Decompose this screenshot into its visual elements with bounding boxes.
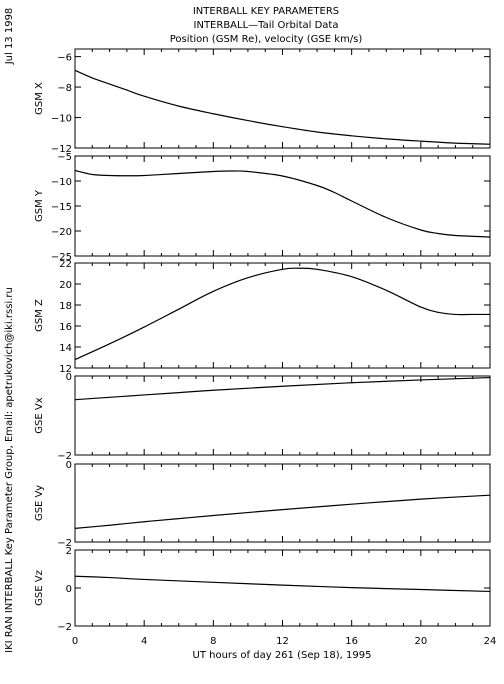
y-tick-label: −5 bbox=[57, 152, 72, 163]
x-tick-label: 12 bbox=[276, 636, 289, 647]
y-axis-label: GSE Vy bbox=[34, 485, 45, 521]
series-line bbox=[74, 494, 491, 529]
y-tick-label: 22 bbox=[59, 259, 72, 270]
side-credit: IKI RAN INTERBALL Key Parameter Group, E… bbox=[4, 287, 15, 653]
series-line bbox=[74, 267, 490, 361]
y-tick-label: 16 bbox=[59, 322, 72, 333]
panel-1: −12 −10 −8 −6 GSM X bbox=[34, 48, 491, 155]
panel-3: 12 14 16 18 20 22 GSM Z bbox=[34, 259, 491, 375]
x-axis-label: UT hours of day 261 (Sep 18), 1995 bbox=[193, 650, 372, 661]
series-line bbox=[74, 575, 491, 593]
y-tick-label: −12 bbox=[51, 144, 72, 155]
y-axis-label: GSE Vz bbox=[34, 570, 45, 606]
y-axis-label: GSM Z bbox=[34, 299, 45, 332]
y-tick-label: 14 bbox=[59, 343, 72, 354]
y-tick-label: −8 bbox=[57, 83, 72, 94]
series-line bbox=[74, 69, 491, 145]
y-axis-label: GSE Vx bbox=[34, 397, 45, 433]
y-tick-label: −10 bbox=[51, 114, 72, 125]
y-tick-label: −6 bbox=[57, 53, 72, 64]
y-tick-label: 2 bbox=[66, 546, 72, 557]
y-axis-label: GSM X bbox=[34, 82, 45, 115]
panel-frame bbox=[74, 262, 491, 369]
plot-date: Jul 13 1998 bbox=[4, 8, 15, 66]
panel-frame bbox=[74, 48, 491, 149]
x-tick-label: 20 bbox=[414, 636, 427, 647]
y-tick-label: 12 bbox=[59, 364, 72, 375]
x-axis: 0 4 8 12 16 20 24 bbox=[72, 636, 497, 647]
y-tick-label: 0 bbox=[66, 460, 72, 471]
y-tick-label: 0 bbox=[66, 372, 72, 383]
x-tick-label: 0 bbox=[72, 636, 78, 647]
y-tick-label: −2 bbox=[57, 538, 72, 549]
x-tick-label: 8 bbox=[210, 636, 216, 647]
title-line-1: INTERBALL KEY PARAMETERS bbox=[193, 6, 339, 17]
panel-6: −2 0 2 GSE Vz bbox=[34, 546, 491, 633]
title-line-2: INTERBALL—Tail Orbital Data bbox=[194, 20, 339, 31]
x-tick-label: 4 bbox=[141, 636, 147, 647]
x-tick-label: 24 bbox=[484, 636, 497, 647]
series-line bbox=[74, 169, 491, 238]
panel-frame bbox=[74, 549, 491, 627]
x-tick-label: 16 bbox=[345, 636, 358, 647]
panel-frame bbox=[74, 155, 491, 257]
y-tick-label: −15 bbox=[51, 202, 72, 213]
y-axis-label: GSM Y bbox=[34, 189, 45, 222]
y-tick-label: −10 bbox=[51, 177, 72, 188]
panel-2: −25 −20 −15 −10 −5 GSM Y bbox=[34, 152, 491, 263]
series-line bbox=[74, 376, 491, 401]
title-line-3: Position (GSM Re), velocity (GSE km/s) bbox=[170, 34, 363, 45]
panel-frame bbox=[74, 463, 491, 543]
y-tick-label: −2 bbox=[57, 622, 72, 633]
y-tick-label: 20 bbox=[59, 280, 72, 291]
y-tick-label: −25 bbox=[51, 252, 72, 263]
panel-frame bbox=[74, 375, 491, 456]
panel-5: −2 0 GSE Vy bbox=[34, 460, 491, 549]
y-tick-label: −2 bbox=[57, 451, 72, 462]
y-tick-label: −20 bbox=[51, 227, 72, 238]
panel-4: −2 0 GSE Vx bbox=[34, 372, 491, 462]
y-tick-label: 0 bbox=[66, 584, 72, 595]
y-tick-label: 18 bbox=[59, 301, 72, 312]
